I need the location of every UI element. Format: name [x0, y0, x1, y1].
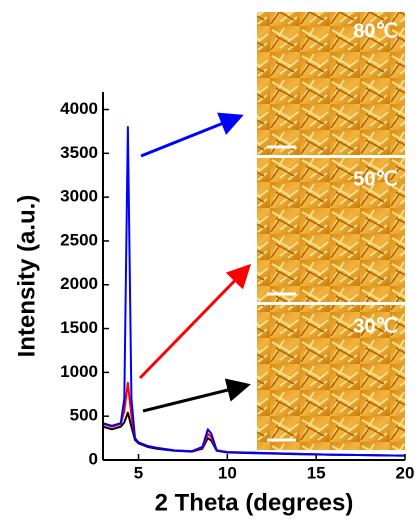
- inset-image: [257, 305, 405, 450]
- arrow: [138, 263, 252, 380]
- arrows: [138, 112, 252, 413]
- y-tick-label: 2500: [60, 230, 98, 249]
- y-tick-label: 1000: [60, 362, 98, 381]
- y-tick-label: 3000: [60, 187, 98, 206]
- insets: 80℃ 50℃ 30℃: [257, 12, 405, 450]
- arrow: [142, 378, 251, 413]
- inset-image: [257, 12, 405, 155]
- y-tick-label: 4000: [60, 99, 98, 118]
- inset-image: [257, 158, 405, 302]
- inset-label: 30℃: [353, 315, 398, 337]
- x-tick-label: 10: [218, 463, 237, 482]
- x-tick-label: 5: [134, 463, 143, 482]
- inset-label: 80℃: [353, 20, 398, 42]
- y-tick-label: 2000: [60, 274, 98, 293]
- x-tick-label: 15: [307, 463, 326, 482]
- y-tick-label: 3500: [60, 143, 98, 162]
- inset-label: 50℃: [353, 168, 398, 190]
- y-axis-label: Intensity (a.u.): [13, 195, 40, 358]
- x-axis-label: 2 Theta (degrees): [155, 489, 354, 516]
- y-tick-label: 1500: [60, 318, 98, 337]
- plot-area: 0 500 1000 1500 2000 2500 3000 3500 4000 5 10 15 20: [60, 92, 414, 482]
- y-tick-label: 0: [89, 449, 98, 468]
- data-line: [102, 126, 406, 457]
- arrow: [140, 112, 244, 158]
- y-tick-label: 500: [70, 406, 98, 425]
- x-tick-label: 20: [396, 463, 415, 482]
